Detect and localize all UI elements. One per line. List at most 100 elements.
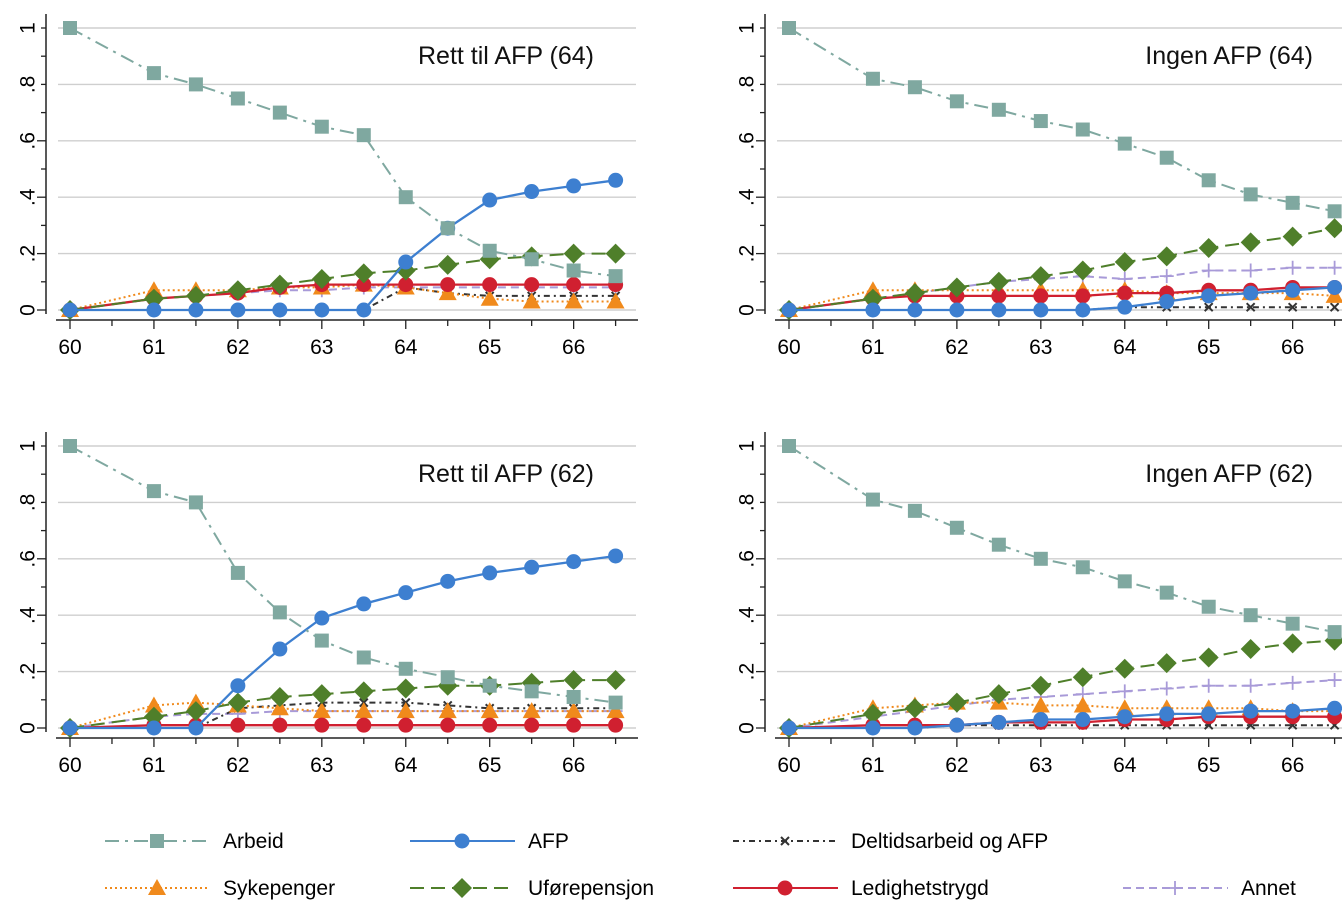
data-point-uforepensjon [269, 274, 290, 295]
data-point-afp [1075, 302, 1091, 318]
legend-marker-deltid [780, 836, 790, 846]
data-point-ledighetstrygd [566, 717, 582, 733]
data-point-arbeid [1243, 187, 1258, 202]
chart-panels: 0 .2 .4 .6 .8 1 60 61 62 63 64 65 66 Rett til AFP (64… [17, 14, 1342, 777]
y-tick-label: .4 [17, 606, 40, 624]
data-point-afp [1117, 709, 1133, 725]
legend-label: Arbeid [223, 830, 284, 853]
y-tick-label: .2 [17, 245, 40, 263]
data-point-afp [865, 720, 881, 736]
data-point-deltid [1329, 302, 1340, 312]
data-point-afp [314, 302, 330, 318]
data-point-ledighetstrygd [482, 277, 498, 293]
data-point-afp [440, 573, 456, 589]
data-point-arbeid [1075, 122, 1090, 137]
data-point-uforepensjon [1072, 260, 1093, 281]
data-point-sykepenger [480, 702, 499, 719]
data-point-arbeid [991, 537, 1006, 552]
data-point-afp [949, 302, 965, 318]
x-tick-label: 65 [478, 336, 501, 359]
data-point-uforepensjon [1198, 647, 1219, 668]
data-point-sykepenger [522, 702, 541, 719]
data-point-arbeid [949, 94, 964, 109]
data-point-afp [1159, 294, 1175, 310]
data-point-afp [230, 302, 246, 318]
data-point-annet [1201, 263, 1216, 278]
data-point-ledighetstrygd [440, 717, 456, 733]
y-tick-label: .8 [736, 76, 759, 94]
data-point-uforepensjon [1030, 266, 1051, 287]
panel-title: Ingen AFP (64) [1145, 42, 1313, 70]
y-tick-label: 0 [17, 304, 40, 316]
data-point-afp [1243, 285, 1259, 301]
data-point-arbeid [782, 21, 796, 35]
data-point-afp [949, 717, 965, 733]
y-tick-label: .4 [17, 188, 40, 206]
data-point-afp [482, 192, 498, 208]
data-point-afp [1033, 712, 1049, 728]
data-point-ledighetstrygd [314, 717, 330, 733]
data-point-afp [146, 720, 162, 736]
data-point-afp [230, 678, 246, 694]
data-point-arbeid [608, 269, 623, 284]
data-point-afp [781, 720, 797, 736]
data-point-afp [1159, 706, 1175, 722]
data-point-uforepensjon [1030, 675, 1051, 696]
data-point-uforepensjon [1240, 639, 1261, 660]
data-point-arbeid [63, 439, 77, 453]
x-tick-label: 66 [1281, 754, 1304, 777]
data-point-arbeid [230, 565, 245, 580]
y-tick-label: .8 [17, 76, 40, 94]
x-tick-label: 60 [58, 336, 81, 359]
y-tick-label: .2 [736, 663, 759, 681]
series-arbeid [782, 21, 1342, 219]
data-point-arbeid [314, 633, 329, 648]
y-tick-label: 1 [736, 22, 759, 34]
y-tick-label: 0 [736, 722, 759, 734]
y-tick-label: 1 [736, 440, 759, 452]
data-point-sykepenger [312, 702, 331, 719]
data-point-sykepenger [354, 702, 373, 719]
chart-panel-2: 0 .2 .4 .6 .8 1 60 61 62 63 64 65 66 Ingen AFP (64) [736, 14, 1342, 359]
series-arbeid [782, 439, 1342, 640]
data-point-afp [1327, 700, 1342, 716]
data-point-uforepensjon [269, 686, 290, 707]
data-point-afp [146, 302, 162, 318]
x-tick-label: 63 [310, 336, 333, 359]
data-point-sykepenger [270, 699, 289, 716]
data-point-ledighetstrygd [524, 717, 540, 733]
data-point-arbeid [991, 102, 1006, 117]
data-point-arbeid [1243, 608, 1258, 623]
data-point-afp [188, 720, 204, 736]
data-point-arbeid [1327, 625, 1342, 640]
legend-item-annet: Annet [1123, 877, 1296, 900]
data-point-uforepensjon [1072, 667, 1093, 688]
data-point-uforepensjon [946, 277, 967, 298]
data-point-afp [1327, 279, 1342, 295]
data-point-afp [991, 714, 1007, 730]
data-point-uforepensjon [563, 243, 584, 264]
legend-marker-afp [454, 833, 470, 849]
x-tick-label: 60 [777, 336, 800, 359]
panel-title: Rett til AFP (64) [418, 42, 594, 70]
data-point-ledighetstrygd [991, 288, 1007, 304]
data-point-arbeid [230, 91, 245, 106]
x-tick-label: 63 [1029, 754, 1052, 777]
chart-panel-1: 0 .2 .4 .6 .8 1 60 61 62 63 64 65 66 Rett til AFP (64… [17, 14, 638, 359]
y-tick-label: .6 [736, 550, 759, 568]
data-point-uforepensjon [353, 681, 374, 702]
data-point-arbeid [440, 221, 455, 236]
series-afp [781, 279, 1342, 318]
data-point-afp [398, 585, 414, 601]
data-point-uforepensjon [1282, 226, 1303, 247]
data-point-afp [1201, 706, 1217, 722]
data-point-arbeid [865, 492, 880, 507]
x-tick-label: 64 [394, 336, 418, 359]
data-point-afp [566, 178, 582, 194]
x-tick-label: 65 [478, 754, 501, 777]
data-point-arbeid [1201, 173, 1216, 188]
legend-item-sykepenger: Sykepenger [105, 877, 335, 900]
x-tick-label: 63 [310, 754, 333, 777]
x-tick-label: 66 [562, 754, 585, 777]
data-point-annet [1327, 673, 1342, 688]
